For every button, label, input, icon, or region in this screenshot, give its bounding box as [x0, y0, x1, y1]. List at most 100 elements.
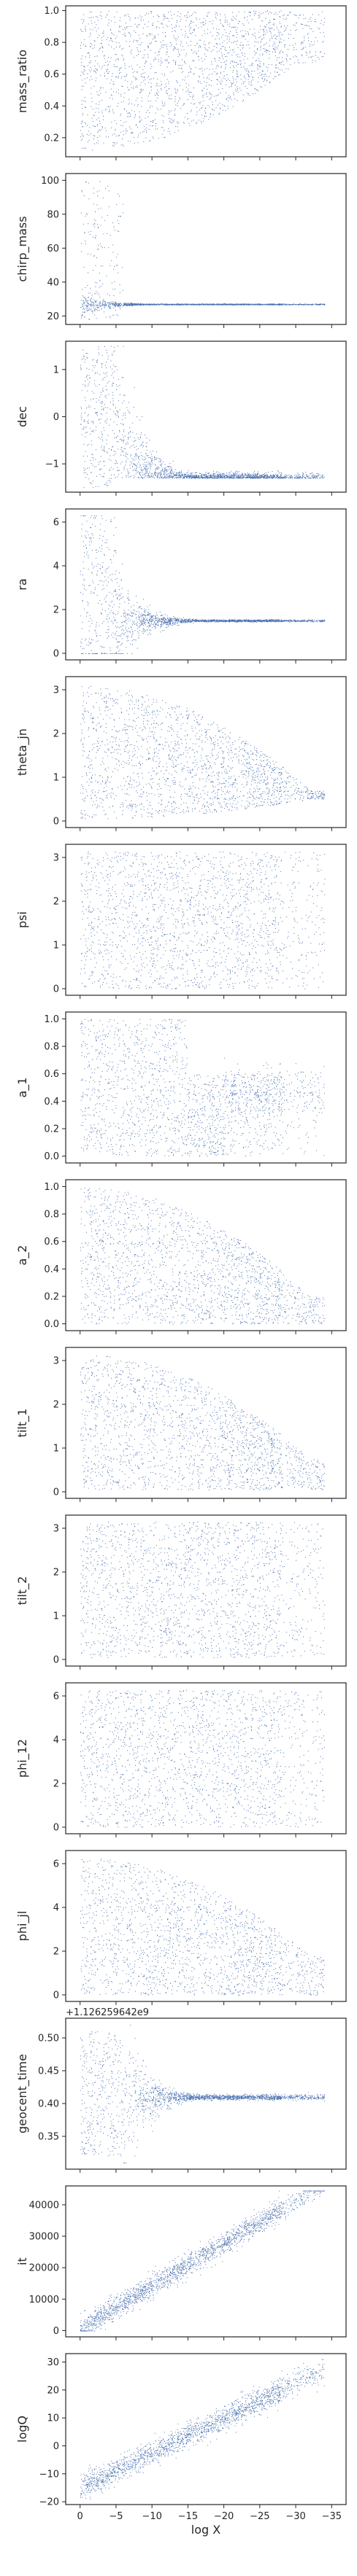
scatter-point [169, 112, 170, 113]
scatter-point [254, 304, 256, 306]
scatter-point [166, 90, 168, 91]
scatter-point [132, 303, 133, 305]
scatter-point [104, 305, 106, 306]
scatter-point [115, 66, 117, 68]
scatter-point [164, 137, 165, 139]
scatter-point [99, 374, 101, 375]
scatter-point [86, 357, 88, 358]
scatter-point [247, 74, 249, 75]
scatter-point [139, 51, 141, 52]
scatter-point [236, 474, 237, 475]
scatter-point [128, 102, 130, 104]
scatter-point [275, 64, 277, 66]
scatter-point [232, 26, 234, 28]
scatter-point [145, 304, 146, 306]
scatter-point [121, 49, 123, 50]
scatter-point [108, 381, 110, 382]
scatter-point [118, 416, 119, 417]
scatter-point [137, 305, 138, 306]
scatter-point [140, 91, 142, 93]
scatter-point [239, 56, 241, 58]
scatter-point [250, 64, 252, 66]
scatter-point [110, 38, 112, 39]
scatter-point [251, 63, 253, 65]
scatter-point [94, 44, 96, 46]
scatter-point [264, 79, 265, 81]
scatter-point [227, 36, 228, 37]
scatter-point [312, 60, 313, 61]
scatter-point [266, 52, 267, 53]
scatter-point [177, 126, 178, 128]
scatter-point [139, 419, 141, 421]
scatter-point [183, 477, 184, 478]
scatter-point [185, 26, 186, 28]
scatter-point [101, 475, 103, 477]
scatter-point [264, 50, 266, 52]
scatter-point [248, 304, 250, 306]
scatter-point [123, 440, 125, 441]
scatter-point [104, 346, 105, 347]
scatter-point [215, 100, 217, 101]
scatter-point [142, 69, 144, 71]
scatter-point [277, 48, 278, 50]
scatter-point [242, 47, 244, 49]
scatter-point [145, 303, 147, 305]
scatter-point [256, 89, 257, 90]
scatter-point [154, 457, 155, 459]
scatter-point [156, 83, 158, 85]
scatter-point [201, 114, 202, 116]
scatter-point [104, 300, 106, 302]
scatter-point [280, 304, 282, 306]
scatter-point [123, 424, 124, 426]
scatter-point [135, 303, 137, 305]
scatter-point [188, 92, 190, 93]
scatter-point [137, 17, 139, 18]
scatter-point [154, 37, 156, 39]
scatter-point [124, 414, 126, 416]
scatter-point [206, 303, 207, 305]
scatter-point [290, 304, 291, 306]
scatter-point [190, 473, 191, 475]
scatter-point [160, 461, 161, 462]
scatter-point [226, 476, 228, 478]
scatter-point [269, 22, 271, 23]
scatter-point [200, 46, 201, 47]
scatter-point [150, 468, 151, 470]
scatter-point [80, 365, 81, 366]
scatter-point [312, 303, 313, 305]
scatter-point [311, 304, 312, 306]
scatter-point [123, 60, 124, 61]
scatter-point [258, 77, 259, 78]
scatter-point [91, 306, 93, 307]
scatter-point [288, 34, 289, 35]
scatter-point [280, 31, 281, 33]
scatter-point [129, 303, 131, 305]
scatter-point [131, 305, 133, 306]
scatter-point [87, 125, 88, 126]
scatter-point [186, 42, 188, 44]
scatter-point [158, 91, 159, 93]
scatter-point [281, 62, 282, 63]
scatter-point [92, 430, 93, 432]
scatter-point [116, 304, 117, 305]
scatter-point [90, 287, 91, 289]
scatter-point [115, 53, 116, 55]
scatter-point [88, 467, 90, 469]
scatter-point [215, 18, 217, 20]
scatter-point [203, 304, 204, 306]
scatter-point [256, 52, 257, 53]
scatter-point [149, 464, 150, 466]
scatter-point [182, 65, 183, 66]
scatter-point [266, 24, 267, 26]
scatter-point [149, 463, 150, 464]
scatter-point [113, 421, 115, 423]
scatter-point [185, 33, 187, 34]
scatter-point [318, 28, 320, 30]
scatter-point [123, 394, 125, 396]
scatter-point [150, 476, 152, 478]
scatter-point [235, 475, 237, 477]
scatter-point [264, 48, 266, 50]
scatter-point [304, 477, 305, 478]
scatter-point [147, 109, 149, 111]
